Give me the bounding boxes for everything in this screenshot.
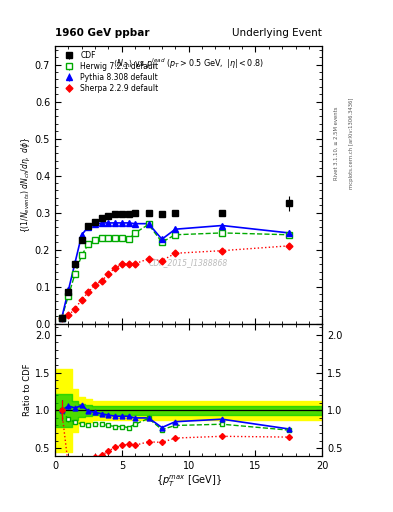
- Text: $\langle N_{ch}\rangle$ vs $p_T^{lead}$ $(p_T > 0.5\ \mathrm{GeV},\ |\eta| < 0.8: $\langle N_{ch}\rangle$ vs $p_T^{lead}$ …: [113, 56, 264, 71]
- Text: Rivet 3.1.10, ≥ 2.5M events: Rivet 3.1.10, ≥ 2.5M events: [334, 106, 338, 180]
- Y-axis label: Ratio to CDF: Ratio to CDF: [23, 364, 32, 416]
- Y-axis label: $\{(1/N_{events})\ dN_{ch}/d\eta,\ d\phi\}$: $\{(1/N_{events})\ dN_{ch}/d\eta,\ d\phi…: [19, 137, 32, 233]
- Legend: CDF, Herwig 7.2.1 default, Pythia 8.308 default, Sherpa 2.2.9 default: CDF, Herwig 7.2.1 default, Pythia 8.308 …: [59, 50, 160, 95]
- X-axis label: $\{p_T^{max}\ [\mathrm{GeV}]\}$: $\{p_T^{max}\ [\mathrm{GeV}]\}$: [156, 473, 222, 489]
- Text: mcplots.cern.ch [arXiv:1306.3436]: mcplots.cern.ch [arXiv:1306.3436]: [349, 98, 354, 189]
- Text: Underlying Event: Underlying Event: [232, 28, 322, 38]
- Text: 1960 GeV ppbar: 1960 GeV ppbar: [55, 28, 149, 38]
- Text: CDF_2015_I1388868: CDF_2015_I1388868: [149, 258, 228, 267]
